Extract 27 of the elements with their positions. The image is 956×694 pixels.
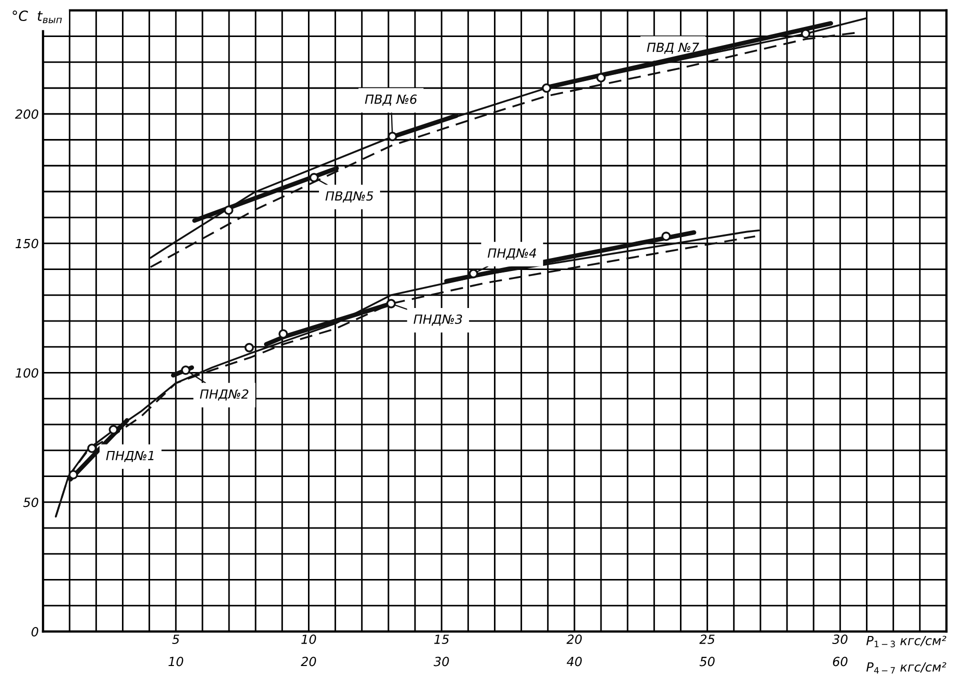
y-axis-title: °C t$_{вып}$ (12, 10, 62, 24)
x-tick-label: 20 (566, 634, 582, 644)
annotation: ПНД№1 (106, 450, 154, 462)
x-tick-label: 30 (832, 634, 848, 644)
x2-tick-label: 40 (566, 656, 582, 666)
annotation: ПВД№5 (326, 191, 374, 202)
x2-tick-label: 10 (168, 656, 184, 666)
x2-tick-label: 20 (300, 656, 316, 666)
y-tick-label: 200 (15, 109, 38, 119)
y-tick-label: 150 (16, 238, 38, 248)
y-tick-label: 100 (16, 368, 38, 378)
x-tick-label: 25 (699, 634, 715, 644)
annotation: ПНД№3 (414, 314, 462, 326)
x2-axis-title: P$_{4−7}$ кгс/см² (866, 662, 946, 674)
x2-tick-label: 60 (832, 656, 848, 666)
x2-tick-label: 30 (434, 656, 449, 666)
annotation: ПВД №7 (646, 42, 700, 54)
annotation: ПНД№2 (200, 389, 248, 401)
y-tick-label: 50 (23, 498, 38, 508)
y-tick-label: 0 (32, 627, 38, 636)
x-tick-label: 15 (434, 634, 449, 644)
x-tick-label: 10 (301, 634, 316, 644)
x-tick-label: 5 (172, 634, 180, 644)
x2-tick-label: 50 (700, 656, 715, 666)
annotation: ПНД№4 (488, 248, 536, 260)
annotation: ПВД №6 (364, 94, 417, 106)
x-axis-title: P$_{1−3}$ кгс/см² (866, 636, 946, 648)
